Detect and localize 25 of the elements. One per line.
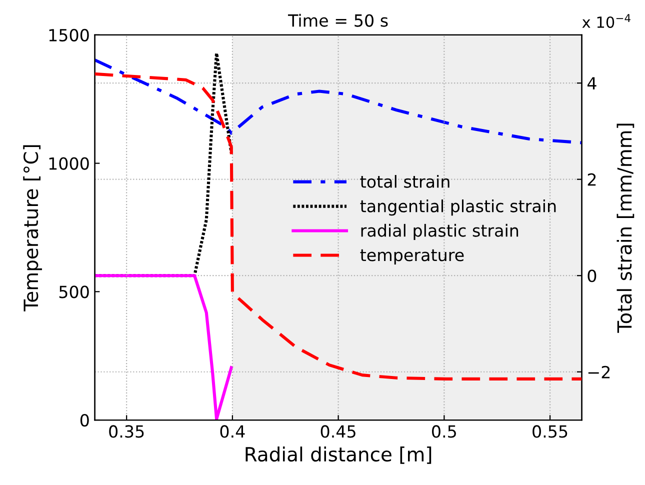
x-tick-label: 0.55 — [532, 425, 568, 438]
y-axis-title: Temperature [°C] — [23, 145, 42, 312]
x-axis-title: Radial distance [m] — [246, 446, 432, 464]
y2-tick-label: 0 — [588, 270, 596, 282]
x-tick-label: 0.45 — [320, 425, 356, 438]
legend-label: radial plastic strain — [361, 224, 518, 240]
legend-label: temperature — [360, 249, 464, 265]
y-tick-label: 500 — [59, 286, 89, 298]
x-tick-label: 0.35 — [109, 425, 144, 438]
y2-axis-title: Total strain [mm/mm] — [616, 124, 634, 333]
x-tick-label: 0.4 — [220, 425, 245, 438]
y2-tick-label: 4 — [587, 77, 596, 90]
y-tick-label: 1500 — [49, 28, 89, 42]
legend-label: total strain — [360, 175, 450, 188]
y-tick-label: 1000 — [49, 157, 89, 170]
y2-tick-label: 2 — [588, 173, 596, 186]
y-tick-label: 0 — [80, 414, 89, 427]
legend-label: tangential plastic strain — [360, 199, 556, 216]
line-series — [94, 274, 233, 420]
chart-title: Time = 50 s — [288, 14, 388, 27]
text: x 10$^{−4}$ — [582, 14, 630, 28]
line-series — [94, 58, 582, 144]
line-series — [94, 72, 582, 380]
y2-tick-label: −2 — [588, 366, 610, 378]
x-tick-label: 0.5 — [432, 425, 456, 438]
